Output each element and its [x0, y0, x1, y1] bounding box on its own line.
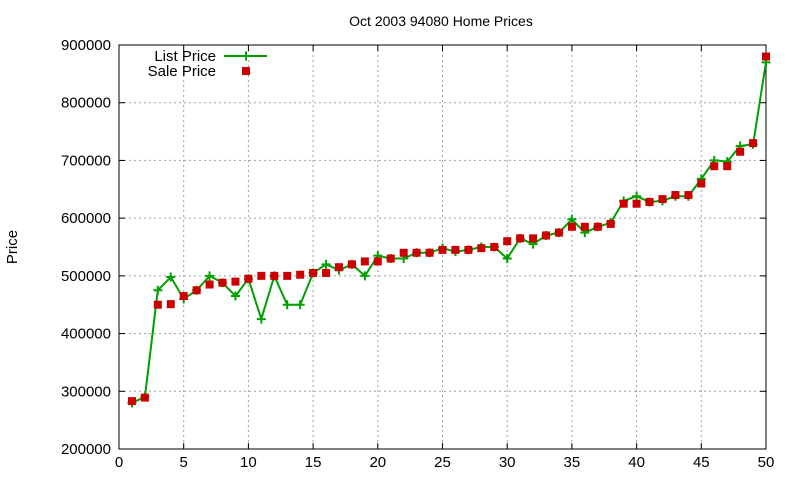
list-price-point: [632, 191, 642, 201]
sale-price-point: [723, 162, 732, 171]
sale-price-point: [347, 260, 356, 269]
sale-price-point: [373, 257, 382, 266]
sale-price-point: [231, 277, 240, 286]
list-price-point: [567, 214, 577, 224]
x-tick-label: 10: [240, 454, 257, 471]
list-price-point: [295, 300, 305, 310]
y-tick-label: 200000: [61, 441, 111, 458]
sale-price-point: [205, 280, 214, 289]
x-tick-label: 25: [434, 454, 451, 471]
sale-price-point: [360, 257, 369, 266]
sale-price-point: [257, 271, 266, 280]
sale-price-point: [153, 300, 162, 309]
sale-price-point: [516, 234, 525, 243]
list-price-point: [230, 291, 240, 301]
list-price-point: [360, 271, 370, 281]
list-price-point: [321, 259, 331, 269]
plot-frame: [118, 44, 767, 450]
sale-price-point: [296, 270, 305, 279]
sale-price-point: [438, 245, 447, 254]
sale-price-point: [710, 162, 719, 171]
legend-marker-sale-price: [242, 67, 250, 75]
sale-price-point: [542, 231, 551, 240]
sale-price-point: [218, 278, 227, 287]
sale-price-point: [309, 268, 318, 277]
sale-price-point: [580, 222, 589, 231]
list-price-point: [256, 314, 266, 324]
sale-price-point: [192, 286, 201, 295]
x-tick-label: 40: [628, 454, 645, 471]
sale-price-point: [283, 271, 292, 280]
sale-price-point: [166, 300, 175, 309]
sale-price-point: [490, 243, 499, 251]
sale-price-point: [658, 195, 667, 204]
sale-price-point: [736, 147, 745, 156]
sale-price-point: [749, 139, 758, 148]
sale-price-point: [632, 199, 641, 208]
list-price-point: [282, 300, 292, 310]
sale-price-point: [684, 191, 693, 200]
list-price-point: [205, 271, 215, 281]
series-layer: [127, 52, 771, 408]
sale-price-point: [140, 393, 149, 402]
sale-price-point: [322, 268, 331, 277]
x-tick-label: 35: [564, 454, 581, 471]
y-axis-label: Price: [4, 230, 21, 264]
sale-price-point: [697, 179, 706, 188]
y-tick-label: 600000: [61, 210, 111, 227]
sale-price-point: [645, 197, 654, 206]
sale-price-point: [270, 271, 279, 280]
sale-price-point: [425, 248, 434, 257]
chart-title: Oct 2003 94080 Home Prices: [349, 13, 533, 29]
x-tick-label: 50: [758, 454, 775, 471]
legend: List Price Sale Price: [148, 48, 267, 80]
sale-price-point: [554, 228, 563, 237]
y-tick-label: 800000: [61, 95, 111, 112]
x-tick-label: 15: [305, 454, 322, 471]
axis-ticks: [118, 44, 767, 450]
sale-price-point: [567, 222, 576, 231]
y-tick-label: 900000: [61, 37, 111, 54]
legend-marker-list-price: [241, 51, 251, 61]
sale-price-point: [593, 222, 602, 231]
sale-price-point: [179, 292, 188, 301]
x-tick-label: 30: [499, 454, 516, 471]
sale-price-point: [477, 244, 486, 253]
sale-price-point: [671, 191, 680, 200]
legend-label-sale-price: Sale Price: [148, 63, 216, 80]
sale-price-point: [334, 263, 343, 272]
list-price-point: [502, 254, 512, 264]
x-tick-label: 45: [693, 454, 710, 471]
sale-price-point: [762, 52, 770, 61]
sale-price-point: [386, 254, 395, 263]
y-tick-label: 400000: [61, 326, 111, 343]
sale-price-point: [503, 237, 512, 246]
sale-price-point: [606, 219, 615, 228]
tick-labels: 0 5 10 15 20 25 30 35 40 45 50 200000 300000 400000 50…: [61, 37, 774, 471]
list-price-point: [153, 285, 163, 295]
list-price-point: [166, 272, 176, 282]
sale-price-point: [127, 397, 136, 406]
y-tick-label: 700000: [61, 152, 111, 169]
x-tick-label: 5: [180, 454, 188, 471]
grid-lines: [119, 45, 766, 449]
x-tick-label: 0: [115, 454, 123, 471]
sale-price-point: [412, 248, 421, 257]
sale-price-point: [244, 274, 253, 283]
y-tick-label: 500000: [61, 268, 111, 285]
sale-price-point: [529, 234, 538, 243]
legend-label-list-price: List Price: [154, 48, 216, 65]
sale-price-point: [619, 199, 628, 208]
y-tick-label: 300000: [61, 383, 111, 400]
sale-price-point: [399, 248, 408, 257]
x-tick-label: 20: [369, 454, 386, 471]
sale-price-point: [451, 245, 460, 254]
sale-price-point: [464, 245, 473, 254]
